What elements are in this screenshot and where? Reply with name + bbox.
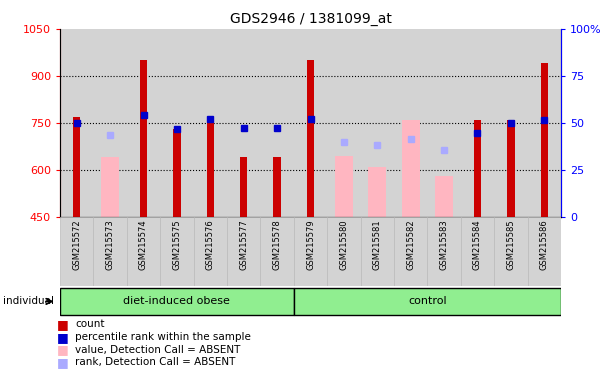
Bar [127, 29, 160, 217]
Bar [527, 29, 561, 217]
Text: ■: ■ [57, 318, 69, 331]
Bar [101, 157, 119, 217]
Bar [507, 120, 515, 217]
Bar [294, 288, 561, 315]
Text: GSM215575: GSM215575 [172, 219, 181, 270]
Text: GSM215573: GSM215573 [106, 219, 115, 270]
Bar [494, 217, 527, 286]
Bar [294, 29, 327, 217]
Bar [260, 29, 294, 217]
Bar [327, 217, 361, 286]
Text: GSM215577: GSM215577 [239, 219, 248, 270]
Bar [60, 217, 94, 286]
Bar [206, 117, 214, 217]
Text: GSM215574: GSM215574 [139, 219, 148, 270]
Bar [94, 29, 127, 217]
Bar [401, 120, 420, 217]
Bar [227, 217, 260, 286]
Bar [260, 217, 294, 286]
Text: GSM215578: GSM215578 [272, 219, 281, 270]
Text: GSM215583: GSM215583 [440, 219, 449, 270]
Bar [240, 157, 247, 217]
Bar [394, 29, 427, 217]
Text: percentile rank within the sample: percentile rank within the sample [75, 332, 251, 342]
Bar [361, 217, 394, 286]
Bar [94, 217, 127, 286]
Bar [394, 217, 427, 286]
Bar [327, 29, 361, 217]
Bar [73, 117, 80, 217]
Bar [160, 29, 194, 217]
Text: ■: ■ [57, 356, 69, 369]
Title: GDS2946 / 1381099_at: GDS2946 / 1381099_at [230, 12, 391, 26]
Text: individual: individual [3, 296, 54, 306]
Bar [60, 288, 294, 315]
Text: ■: ■ [57, 343, 69, 356]
Text: GSM215585: GSM215585 [506, 219, 515, 270]
Text: diet-induced obese: diet-induced obese [124, 296, 230, 306]
Bar [307, 60, 314, 217]
Text: ■: ■ [57, 331, 69, 344]
Bar [461, 29, 494, 217]
Bar [227, 29, 260, 217]
Bar [140, 60, 147, 217]
Bar [274, 157, 281, 217]
Bar [335, 156, 353, 217]
Text: GSM215576: GSM215576 [206, 219, 215, 270]
Text: GSM215584: GSM215584 [473, 219, 482, 270]
Bar [160, 217, 194, 286]
Text: rank, Detection Call = ABSENT: rank, Detection Call = ABSENT [75, 358, 235, 367]
Bar [427, 29, 461, 217]
Bar [527, 217, 561, 286]
Bar [474, 120, 481, 217]
Bar [435, 176, 453, 217]
Bar [194, 217, 227, 286]
Bar [427, 217, 461, 286]
Bar [194, 29, 227, 217]
Text: count: count [75, 319, 104, 329]
Text: value, Detection Call = ABSENT: value, Detection Call = ABSENT [75, 345, 241, 355]
Bar [461, 217, 494, 286]
Bar [361, 29, 394, 217]
Bar [60, 29, 94, 217]
Text: GSM215579: GSM215579 [306, 219, 315, 270]
Text: GSM215586: GSM215586 [540, 219, 549, 270]
Bar [494, 29, 527, 217]
Text: GSM215580: GSM215580 [340, 219, 349, 270]
Text: GSM215581: GSM215581 [373, 219, 382, 270]
Bar [294, 217, 327, 286]
Text: control: control [408, 296, 447, 306]
Text: GSM215572: GSM215572 [72, 219, 81, 270]
Bar [127, 217, 160, 286]
Bar [173, 129, 181, 217]
Bar [541, 63, 548, 217]
Bar [368, 167, 386, 217]
Text: GSM215582: GSM215582 [406, 219, 415, 270]
